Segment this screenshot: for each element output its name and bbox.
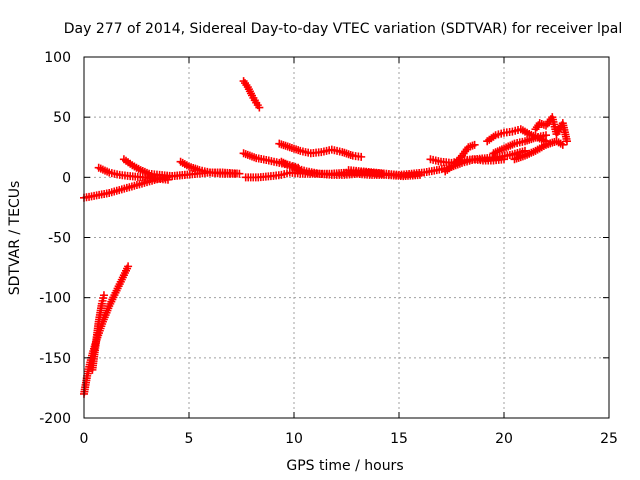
- y-tick-label: -50: [48, 231, 71, 247]
- data-point: [164, 175, 172, 184]
- data-point: [500, 155, 508, 164]
- series-arc-steep-inner: [88, 291, 108, 374]
- y-tick-label: 50: [53, 110, 71, 126]
- axis-ticks: 0 5 10 15 20 25 -200 -150 -100 -50 0 50 100: [39, 50, 618, 447]
- data-points: [80, 77, 571, 398]
- data-point: [99, 291, 108, 300]
- data-point: [357, 152, 366, 161]
- series-arc-late-4: [489, 131, 550, 158]
- x-axis-label: GPS time / hours: [286, 458, 403, 474]
- series-arc-late-5: [510, 137, 567, 164]
- series-arc-mid-1: [176, 157, 240, 178]
- data-point: [124, 262, 133, 271]
- data-point: [470, 140, 479, 149]
- y-tick-label: -150: [39, 351, 71, 367]
- series-arc-late-2: [441, 140, 479, 176]
- plot-frame: [83, 56, 610, 419]
- data-point: [563, 137, 571, 146]
- data-point: [558, 140, 567, 149]
- series-arc-early-2: [119, 155, 189, 181]
- y-tick-label: 0: [62, 170, 71, 186]
- data-point: [231, 169, 240, 178]
- data-point: [180, 170, 189, 179]
- y-axis-label: SDTVAR / TECUs: [7, 181, 23, 296]
- x-tick-label: 0: [80, 431, 89, 447]
- y-tick-label: -200: [39, 411, 71, 427]
- chart-title: Day 277 of 2014, Sidereal Day-to-day VTE…: [64, 21, 622, 37]
- data-point: [542, 131, 550, 140]
- x-tick-label: 10: [285, 431, 303, 447]
- data-point: [255, 103, 264, 112]
- grid-lines: [84, 57, 609, 418]
- y-tick-label: 100: [44, 50, 71, 66]
- x-tick-label: 15: [390, 431, 408, 447]
- series-arc-early-1: [94, 163, 172, 184]
- series-arc-late-scatter: [531, 113, 571, 146]
- x-tick-label: 25: [600, 431, 618, 447]
- series-arc-high-short: [239, 77, 264, 112]
- series-arc-wave: [275, 139, 366, 161]
- x-tick-label: 5: [185, 431, 194, 447]
- x-tick-label: 20: [495, 431, 513, 447]
- y-tick-label: -100: [39, 291, 71, 307]
